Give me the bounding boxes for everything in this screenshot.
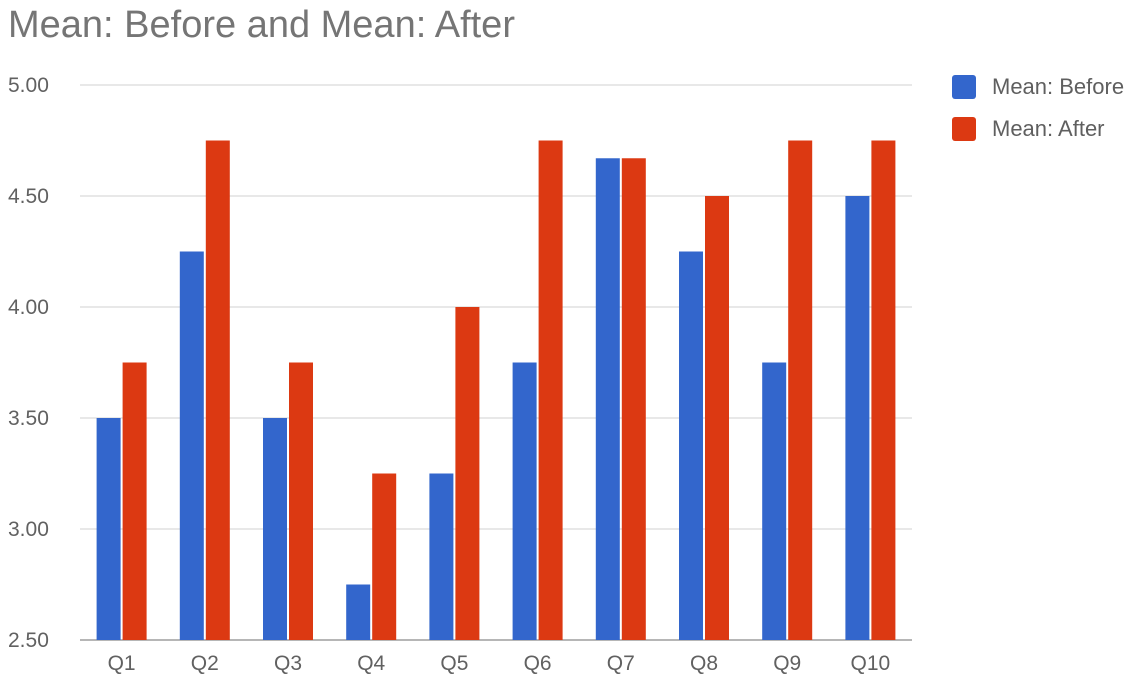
bar-after-q7 bbox=[622, 158, 646, 640]
bar-after-q8 bbox=[705, 196, 729, 640]
y-tick-label: 5.00 bbox=[8, 74, 49, 97]
bar-after-q5 bbox=[455, 307, 479, 640]
x-tick-label: Q5 bbox=[440, 652, 468, 675]
x-tick-label: Q10 bbox=[851, 652, 891, 675]
bar-before-q2 bbox=[180, 252, 204, 641]
bar-before-q1 bbox=[97, 418, 121, 640]
bar-after-q6 bbox=[539, 141, 563, 641]
bar-before-q3 bbox=[263, 418, 287, 640]
y-axis-ticks: 2.50 3.00 3.50 4.00 4.50 5.00 bbox=[8, 74, 49, 652]
bar-before-q7 bbox=[596, 158, 620, 640]
bars bbox=[97, 141, 896, 641]
y-tick-label: 3.50 bbox=[8, 407, 49, 430]
bar-after-q3 bbox=[289, 363, 313, 641]
bar-before-q8 bbox=[679, 252, 703, 641]
x-axis-ticks: Q1 Q2 Q3 Q4 Q5 Q6 Q7 Q8 Q9 Q10 bbox=[108, 652, 891, 675]
bar-before-q4 bbox=[346, 585, 370, 641]
y-tick-label: 2.50 bbox=[8, 629, 49, 652]
legend-swatch-after bbox=[952, 117, 976, 141]
x-tick-label: Q8 bbox=[690, 652, 718, 675]
y-tick-label: 3.00 bbox=[8, 518, 49, 541]
bar-before-q9 bbox=[762, 363, 786, 641]
bar-before-q6 bbox=[513, 363, 537, 641]
legend-item-after: Mean: After bbox=[952, 114, 1124, 144]
x-tick-label: Q4 bbox=[357, 652, 385, 675]
x-tick-label: Q2 bbox=[191, 652, 219, 675]
y-tick-label: 4.50 bbox=[8, 185, 49, 208]
bar-after-q4 bbox=[372, 474, 396, 641]
x-tick-label: Q7 bbox=[607, 652, 635, 675]
bar-after-q10 bbox=[871, 141, 895, 641]
legend-item-before: Mean: Before bbox=[952, 72, 1124, 102]
legend: Mean: Before Mean: After bbox=[952, 72, 1124, 156]
x-tick-label: Q3 bbox=[274, 652, 302, 675]
bar-after-q2 bbox=[206, 141, 230, 641]
x-tick-label: Q6 bbox=[524, 652, 552, 675]
bar-before-q5 bbox=[429, 474, 453, 641]
legend-swatch-before bbox=[952, 75, 976, 99]
gridlines bbox=[80, 85, 912, 640]
x-tick-label: Q9 bbox=[773, 652, 801, 675]
bar-before-q10 bbox=[845, 196, 869, 640]
y-tick-label: 4.00 bbox=[8, 296, 49, 319]
legend-label-before: Mean: Before bbox=[992, 74, 1124, 100]
x-tick-label: Q1 bbox=[108, 652, 136, 675]
legend-label-after: Mean: After bbox=[992, 116, 1105, 142]
bar-after-q1 bbox=[123, 363, 147, 641]
bar-after-q9 bbox=[788, 141, 812, 641]
